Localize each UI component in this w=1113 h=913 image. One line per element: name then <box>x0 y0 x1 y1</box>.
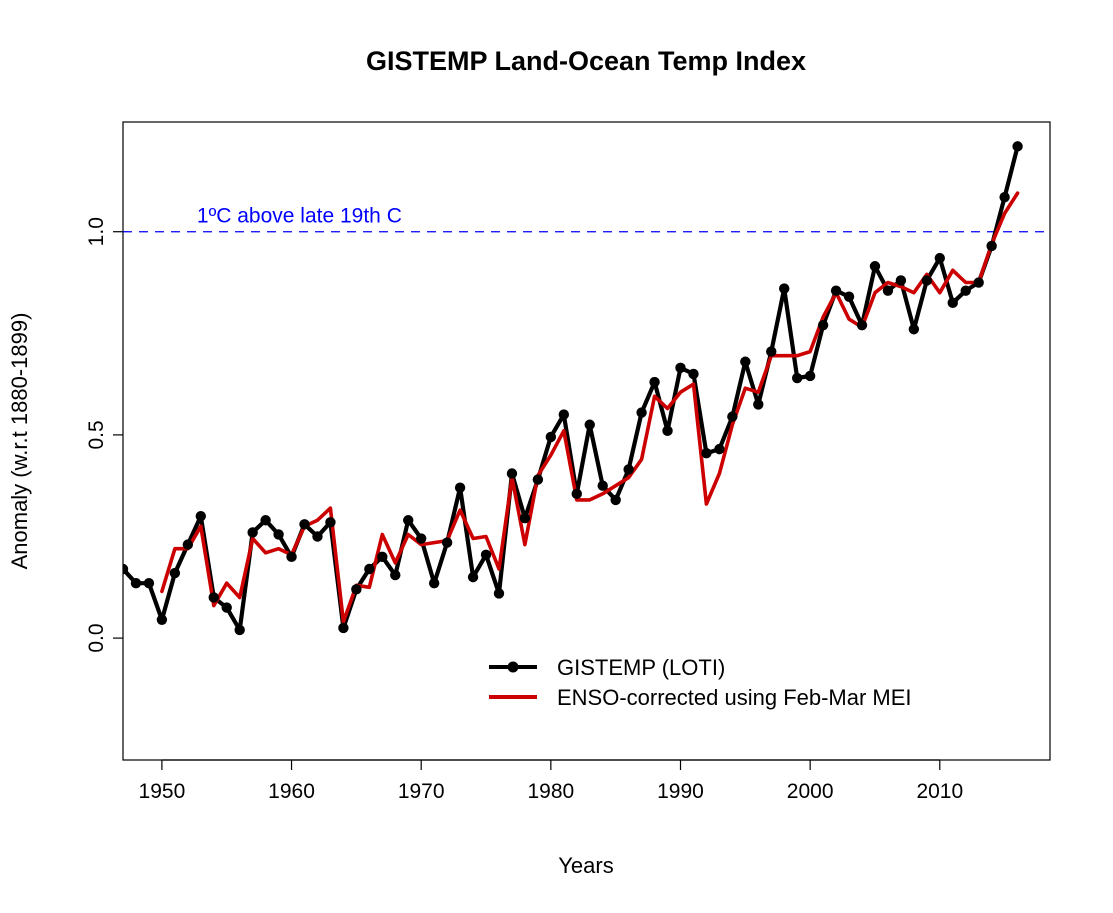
gistemp-point <box>441 537 453 548</box>
legend: GISTEMP (LOTI) ENSO-corrected using Feb-… <box>489 655 912 710</box>
gistemp-point <box>882 285 894 296</box>
gistemp-point <box>791 372 803 384</box>
gistemp-point <box>364 563 375 575</box>
gistemp-point <box>545 431 557 443</box>
gistemp-point <box>817 319 829 331</box>
gistemp-point <box>273 529 284 540</box>
gistemp-point <box>999 191 1010 203</box>
x-axis-label: Years <box>558 853 613 878</box>
gistemp-point <box>947 297 958 309</box>
gistemp-point <box>312 531 323 542</box>
gistemp-point <box>123 563 129 575</box>
gistemp-point <box>338 622 349 634</box>
x-tick-label: 2000 <box>787 780 834 803</box>
gistemp-point <box>506 468 518 479</box>
gistemp-point <box>986 240 997 252</box>
x-tick-label: 1970 <box>398 780 445 803</box>
x-tick-label: 1990 <box>657 780 704 803</box>
gistemp-point <box>597 480 608 491</box>
gistemp-point <box>493 588 505 599</box>
gistemp-point <box>286 551 297 563</box>
gistemp-point <box>623 464 634 475</box>
gistemp-point <box>351 584 362 595</box>
gistemp-point <box>260 515 271 526</box>
gistemp-point <box>1012 141 1023 152</box>
gistemp-point <box>467 571 479 583</box>
y-axis-label: Anomaly (w.r.t 1880-1899) <box>7 313 32 570</box>
gistemp-point <box>908 324 920 335</box>
gistemp-point <box>856 319 868 331</box>
reference-line-label: 1ºC above late 19th C <box>197 205 402 228</box>
gistemp-point <box>766 346 777 357</box>
gistemp-point <box>934 252 945 264</box>
legend-marker-gistemp <box>507 661 519 673</box>
gistemp-point <box>325 517 336 528</box>
gistemp-point <box>390 569 401 581</box>
gistemp-point <box>143 578 155 589</box>
gistemp-point <box>636 407 647 418</box>
gistemp-point <box>584 419 595 430</box>
chart-title: GISTEMP Land-Ocean Temp Index <box>366 46 806 76</box>
x-tick-label: 1980 <box>527 780 574 803</box>
gistemp-point <box>403 515 414 526</box>
gistemp-point <box>649 376 660 388</box>
gistemp-point <box>610 494 621 506</box>
gistemp-point <box>804 370 816 382</box>
gistemp-point <box>571 488 582 500</box>
gistemp-point <box>973 277 984 288</box>
gistemp-point <box>130 578 142 589</box>
legend-label-gistemp: GISTEMP (LOTI) <box>557 655 725 680</box>
gistemp-point <box>454 482 466 493</box>
gistemp-point <box>169 567 181 579</box>
gistemp-point <box>753 399 764 410</box>
gistemp-point <box>727 411 738 422</box>
gistemp-point <box>415 533 427 544</box>
x-tick-label: 1950 <box>139 780 186 803</box>
gistemp-point <box>156 614 168 626</box>
gistemp-point <box>558 409 570 420</box>
series-clip <box>123 141 1023 636</box>
gistemp-point <box>830 285 842 296</box>
y-tick-label: 0.0 <box>85 623 108 652</box>
gistemp-point <box>843 291 855 302</box>
gistemp-point <box>428 578 440 589</box>
x-axis: 1950 1960 1970 1980 1990 2000 2010 <box>139 759 963 803</box>
gistemp-point <box>688 368 699 380</box>
gistemp-point <box>195 510 206 522</box>
y-axis: 0.0 0.5 1.0 <box>85 217 123 653</box>
y-tick-label: 1.0 <box>85 217 108 246</box>
gistemp-point <box>182 539 194 550</box>
x-tick-label: 2010 <box>916 780 963 803</box>
gistemp-point <box>895 275 907 286</box>
gistemp-point <box>532 474 544 485</box>
y-tick-label: 0.5 <box>85 420 108 449</box>
gistemp-point <box>740 356 751 367</box>
gistemp-point <box>869 261 881 272</box>
gistemp-point <box>921 275 933 286</box>
legend-label-enso: ENSO-corrected using Feb-Mar MEI <box>557 685 912 710</box>
gistemp-point <box>234 624 245 636</box>
gistemp-point <box>208 592 219 603</box>
gistemp-point <box>701 447 712 459</box>
gistemp-point <box>519 513 531 524</box>
gistemp-point <box>662 425 673 437</box>
gistemp-point <box>480 549 492 560</box>
gistemp-point <box>675 362 686 374</box>
reference-line-group: 1ºC above late 19th C <box>123 205 1050 233</box>
gistemp-point <box>779 283 790 294</box>
gistemp-point <box>221 602 232 613</box>
gistemp-point <box>714 443 725 455</box>
x-tick-label: 1960 <box>268 780 315 803</box>
gistemp-point <box>247 527 258 538</box>
plot-area: 1ºC above late 19th C <box>122 121 1051 761</box>
series-group <box>123 141 1023 636</box>
gistemp-point <box>377 551 388 563</box>
series-line-gistemp <box>123 144 1020 633</box>
gistemp-point <box>960 285 971 296</box>
gistemp-point <box>299 519 310 530</box>
